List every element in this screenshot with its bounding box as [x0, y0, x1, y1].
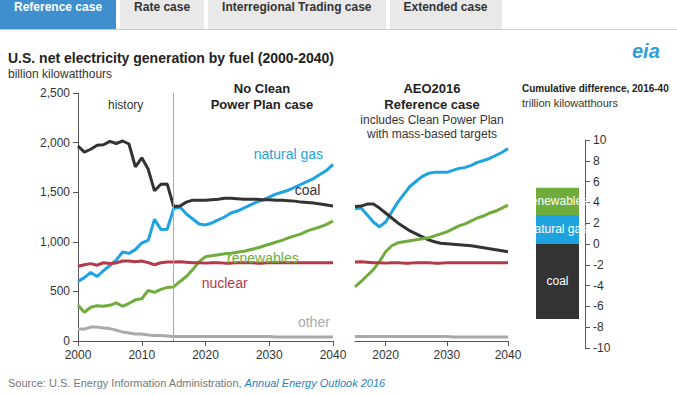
html-text:Extended case: Extended case: [403, 0, 488, 14]
svg-text:AEO2016: AEO2016: [403, 81, 460, 96]
svg-text:No Clean: No Clean: [234, 81, 290, 96]
svg-text:coal: coal: [295, 182, 321, 198]
svg-text:2030: 2030: [433, 348, 460, 362]
svg-text:-4: -4: [593, 279, 604, 293]
svg-text:0: 0: [593, 237, 600, 251]
svg-text:2020: 2020: [192, 348, 219, 362]
svg-text:U.S. net electricity generatio: U.S. net electricity generation by fuel …: [8, 50, 334, 66]
html-text:Rate case: Rate case: [134, 0, 191, 14]
svg-text:history: history: [108, 98, 143, 112]
svg-text:2,500: 2,500: [40, 86, 70, 100]
html-text:Source: U.S. Energy Informatio: Source: U.S. Energy Information Administ…: [8, 377, 386, 389]
svg-text:Reference case: Reference case: [384, 97, 479, 112]
svg-text:2,000: 2,000: [40, 136, 70, 150]
svg-text:2020: 2020: [372, 348, 399, 362]
svg-text:natural gas: natural gas: [528, 222, 587, 236]
svg-text:includes Clean Power Plan: includes Clean Power Plan: [360, 113, 503, 127]
svg-text:0: 0: [63, 334, 70, 348]
svg-text:2030: 2030: [256, 348, 283, 362]
svg-text:4: 4: [593, 195, 600, 209]
svg-text:6: 6: [593, 175, 600, 189]
svg-text:-2: -2: [593, 258, 604, 272]
svg-text:500: 500: [50, 284, 70, 298]
html-text:Interregional Trading case: Interregional Trading case: [222, 0, 372, 14]
svg-text:-10: -10: [593, 341, 611, 355]
svg-text:2040: 2040: [495, 348, 522, 362]
svg-text:with mass-based targets: with mass-based targets: [366, 127, 497, 141]
svg-text:1,500: 1,500: [40, 185, 70, 199]
svg-text:8: 8: [593, 154, 600, 168]
svg-text:1,000: 1,000: [40, 235, 70, 249]
svg-text:renewables: renewables: [527, 194, 588, 208]
html-text:Reference case: Reference case: [14, 0, 103, 14]
svg-text:2040: 2040: [320, 348, 347, 362]
svg-text:renewables: renewables: [227, 250, 299, 266]
svg-text:-6: -6: [593, 299, 604, 313]
svg-text:nuclear: nuclear: [202, 275, 248, 291]
svg-text:Cumulative difference, 2016-40: Cumulative difference, 2016-40: [522, 83, 669, 94]
svg-text:2010: 2010: [128, 348, 155, 362]
svg-text:coal: coal: [546, 274, 568, 288]
svg-text:billion kilowatthours: billion kilowatthours: [8, 67, 112, 81]
svg-text:-8: -8: [593, 320, 604, 334]
svg-text:natural gas: natural gas: [254, 146, 323, 162]
svg-text:2: 2: [593, 216, 600, 230]
svg-text:2000: 2000: [65, 348, 92, 362]
svg-text:Power Plan case: Power Plan case: [211, 97, 314, 112]
svg-text:eia: eia: [632, 40, 660, 62]
svg-text:10: 10: [593, 133, 607, 147]
svg-text:trillion kilowatthours: trillion kilowatthours: [522, 97, 618, 109]
svg-text:other: other: [298, 314, 330, 330]
